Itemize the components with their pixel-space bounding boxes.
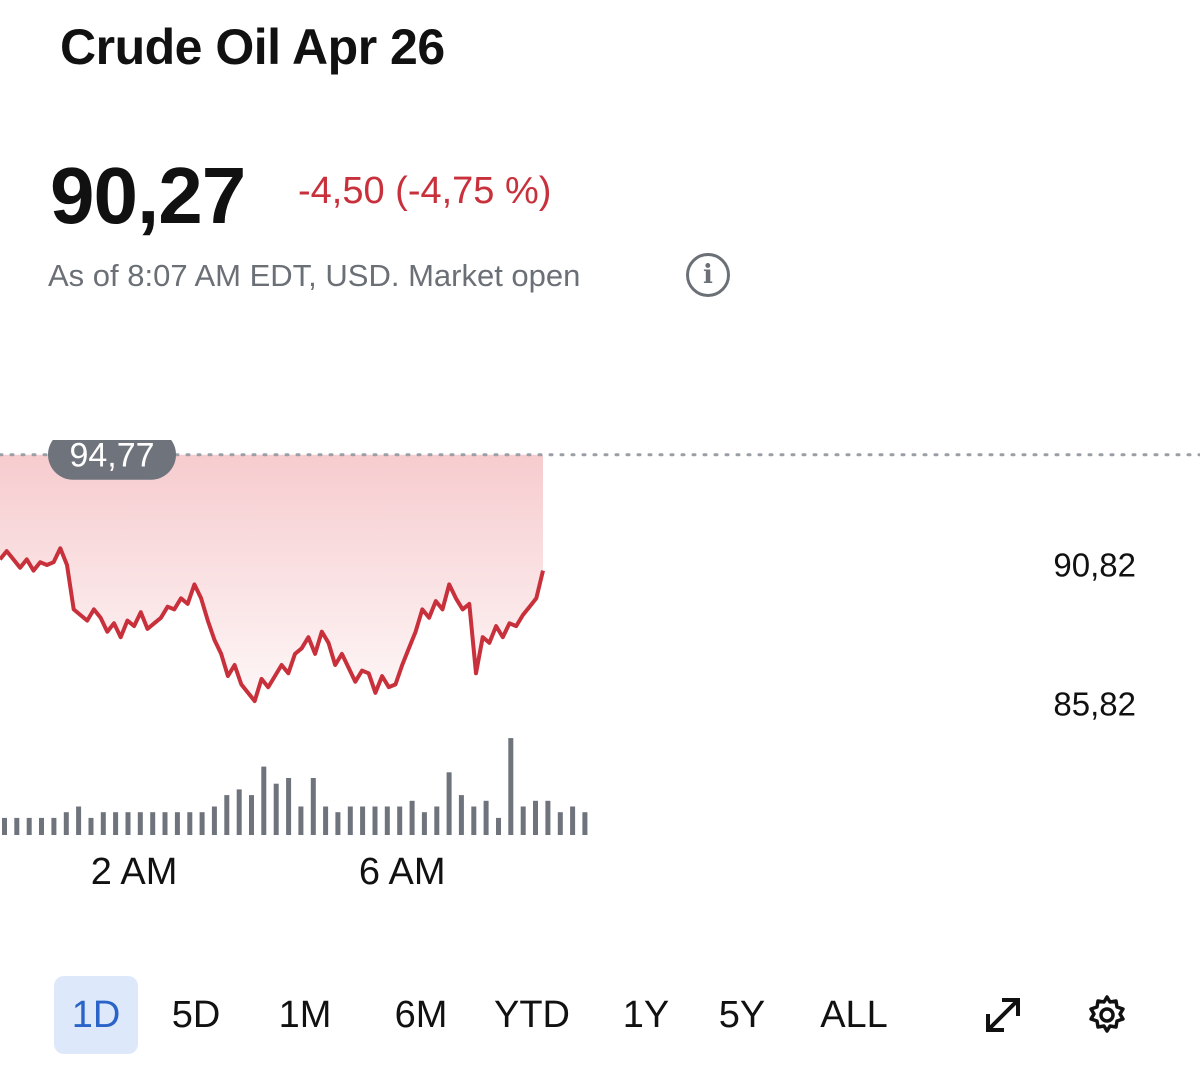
volume-bar [199, 812, 205, 835]
volume-bar [286, 778, 292, 835]
volume-bar [471, 806, 477, 835]
page-title: Crude Oil Apr 26 [60, 19, 445, 75]
market-status: As of 8:07 AM EDT, USD. Market open [48, 258, 581, 293]
x-tick-label: 6 AM [359, 851, 446, 893]
volume-bar [496, 817, 501, 835]
volume-bar [557, 812, 563, 835]
volume-bar [570, 806, 576, 835]
volume-bar [236, 789, 242, 835]
volume-bar [533, 800, 538, 835]
range-ytd[interactable]: YTD [494, 993, 570, 1036]
range-6m[interactable]: 6M [394, 993, 448, 1036]
volume-bar [162, 812, 168, 835]
volume-bar [51, 817, 57, 835]
current-price: 90,27 [50, 151, 246, 240]
volume-bar [100, 812, 106, 835]
volume-bar [372, 806, 378, 835]
x-tick-label: 2 AM [91, 851, 178, 893]
price-area-fill [0, 454, 543, 702]
volume-bar [347, 806, 353, 835]
volume-bar [360, 806, 366, 835]
volume-bar [137, 812, 143, 835]
volume-bar [582, 812, 588, 835]
volume-bar [446, 772, 452, 835]
volume-bar [434, 806, 440, 835]
volume-bar [2, 817, 7, 835]
range-1y[interactable]: 1Y [622, 993, 670, 1036]
volume-bar [76, 806, 82, 835]
volume-bar [39, 817, 44, 835]
volume-bar [335, 812, 341, 835]
volume-bar [63, 812, 69, 835]
volume-bar [249, 795, 254, 835]
volume-bar [187, 812, 193, 835]
gear-icon[interactable] [1084, 992, 1130, 1038]
range-1d[interactable]: 1D [54, 976, 138, 1054]
expand-icon[interactable] [980, 992, 1026, 1038]
volume-bar [310, 778, 316, 835]
volume-bar [397, 806, 403, 835]
volume-bar [421, 812, 427, 835]
volume-bar [520, 806, 526, 835]
volume-bar [14, 817, 20, 835]
previous-close-label: 94,77 [48, 440, 176, 480]
volume-bar [113, 812, 119, 835]
volume-bar [458, 795, 464, 835]
price-line [0, 546, 545, 704]
volume-bar [150, 812, 156, 835]
volume-bar [545, 800, 551, 835]
volume-bar [384, 806, 390, 835]
y-tick-label: 90,82 [1053, 546, 1136, 583]
range-5y[interactable]: 5Y [718, 993, 766, 1036]
volume-bar [211, 806, 217, 835]
volume-bar [409, 800, 415, 835]
volume-bar [261, 766, 267, 835]
range-1m[interactable]: 1M [278, 993, 332, 1036]
volume-bar [298, 806, 304, 835]
price-change: -4,50 (-4,75 %) [298, 170, 552, 212]
volume-bar [125, 812, 131, 835]
volume-bar [224, 795, 230, 835]
volume-bar [174, 812, 180, 835]
volume-bar [323, 806, 329, 835]
svg-text:94,77: 94,77 [69, 440, 154, 475]
y-tick-label: 85,82 [1053, 685, 1136, 722]
volume-bar [483, 800, 489, 835]
volume-bar [508, 738, 514, 835]
range-all[interactable]: ALL [820, 993, 888, 1036]
volume-bar [88, 817, 94, 835]
info-icon[interactable]: i [686, 253, 730, 297]
price-chart[interactable]: 94,77 90,82 85,82 2 AM 6 AM [0, 440, 1200, 910]
volume-bar [273, 783, 279, 835]
range-5d[interactable]: 5D [171, 993, 221, 1036]
volume-bar [26, 817, 32, 835]
